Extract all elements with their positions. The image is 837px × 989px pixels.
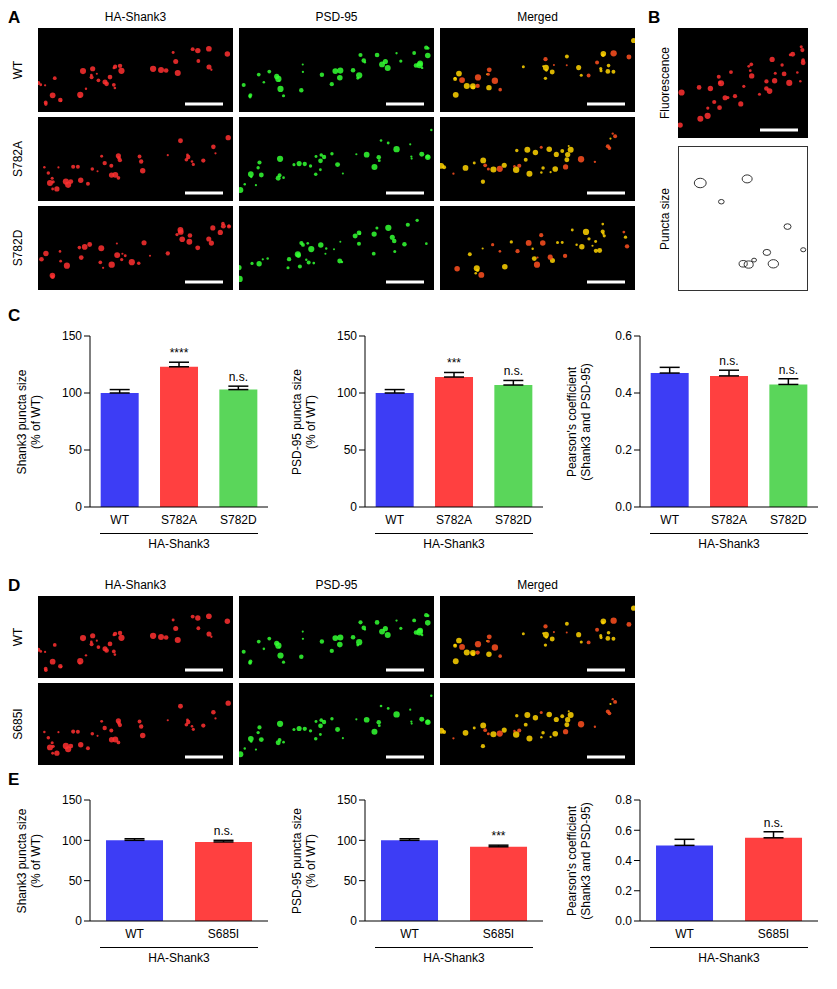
svg-text:WT: WT: [400, 927, 419, 941]
svg-text:100: 100: [62, 834, 82, 848]
html-text:PSD-95: PSD-95: [315, 578, 358, 592]
svg-text:150: 150: [62, 329, 82, 343]
svg-text:50: 50: [69, 874, 83, 888]
html-text:HA-Shank3: HA-Shank3: [148, 537, 210, 551]
html-text:HA-Shank3: HA-Shank3: [104, 578, 167, 592]
svg-text:S782A: S782A: [161, 513, 197, 527]
html-text:S782A: S782A: [11, 141, 25, 177]
svg-text:0: 0: [350, 500, 357, 514]
html-text:C: C: [8, 306, 21, 325]
svg-text:WT: WT: [675, 927, 694, 941]
html-text:Pearson's coefficient: Pearson's coefficient: [565, 805, 579, 916]
html-text:HA-Shank3: HA-Shank3: [104, 10, 167, 24]
svg-text:WT: WT: [385, 513, 404, 527]
svg-text:150: 150: [62, 793, 82, 807]
html-text:PSD-95 puncta size: PSD-95 puncta size: [290, 368, 304, 475]
html-text:(Shank3 and PSD-95): (Shank3 and PSD-95): [579, 801, 593, 920]
svg-text:0.4: 0.4: [615, 386, 632, 400]
svg-text:50: 50: [344, 443, 358, 457]
svg-text:****: ****: [170, 346, 189, 360]
svg-text:0.0: 0.0: [615, 500, 632, 514]
svg-text:0.2: 0.2: [615, 884, 632, 898]
svg-text:0: 0: [350, 914, 357, 928]
html-text:Shank3 puncta size: Shank3 puncta size: [15, 369, 29, 474]
svg-text:S782A: S782A: [436, 513, 472, 527]
svg-text:0.0: 0.0: [615, 914, 632, 928]
svg-text:0.6: 0.6: [615, 329, 632, 343]
svg-text:0.4: 0.4: [615, 854, 632, 868]
html-text:Shank3 puncta size: Shank3 puncta size: [15, 808, 29, 913]
svg-text:0.8: 0.8: [615, 793, 632, 807]
svg-text:n.s.: n.s.: [504, 364, 523, 378]
html-text:HA-Shank3: HA-Shank3: [423, 537, 485, 551]
html-text:HA-Shank3: HA-Shank3: [148, 951, 210, 965]
svg-text:***: ***: [492, 829, 506, 843]
html-text:B: B: [648, 8, 661, 27]
html-text:HA-Shank3: HA-Shank3: [698, 537, 760, 551]
html-text:S782D: S782D: [11, 229, 25, 267]
svg-text:S782A: S782A: [711, 513, 747, 527]
svg-text:0: 0: [75, 914, 82, 928]
svg-text:WT: WT: [125, 927, 144, 941]
html-text:PSD-95 puncta size: PSD-95 puncta size: [290, 807, 304, 914]
svg-text:n.s.: n.s.: [719, 354, 738, 368]
html-text:D: D: [8, 576, 21, 595]
html-text:(% of WT): (% of WT): [304, 394, 318, 449]
svg-text:n.s.: n.s.: [214, 824, 233, 838]
html-text:(% of WT): (% of WT): [29, 394, 43, 449]
html-text:PSD-95: PSD-95: [315, 10, 358, 24]
svg-text:100: 100: [337, 386, 357, 400]
svg-text:S782D: S782D: [220, 513, 257, 527]
svg-text:n.s.: n.s.: [764, 816, 783, 830]
html-text:HA-Shank3: HA-Shank3: [698, 951, 760, 965]
svg-text:***: ***: [447, 356, 461, 370]
svg-text:50: 50: [344, 874, 358, 888]
svg-text:S685I: S685I: [208, 927, 239, 941]
html-text:Merged: Merged: [517, 10, 558, 24]
html-text:(% of WT): (% of WT): [304, 833, 318, 888]
svg-text:50: 50: [69, 443, 83, 457]
html-text:(Shank3 and PSD-95): (Shank3 and PSD-95): [579, 362, 593, 481]
svg-text:150: 150: [337, 329, 357, 343]
svg-text:WT: WT: [660, 513, 679, 527]
svg-text:n.s.: n.s.: [779, 363, 798, 377]
svg-text:0: 0: [75, 500, 82, 514]
html-text:(% of WT): (% of WT): [29, 833, 43, 888]
svg-text:100: 100: [337, 834, 357, 848]
svg-text:0.6: 0.6: [615, 824, 632, 838]
html-text:Pearson's coefficient: Pearson's coefficient: [565, 366, 579, 477]
html-text:E: E: [8, 770, 20, 789]
html-text:S685I: S685I: [11, 708, 25, 740]
html-text:Puncta size: Puncta size: [658, 187, 672, 250]
svg-text:n.s.: n.s.: [229, 370, 248, 384]
svg-text:S685I: S685I: [483, 927, 514, 941]
html-text:Fluorescence: Fluorescence: [658, 47, 672, 119]
svg-text:WT: WT: [110, 513, 129, 527]
svg-text:S782D: S782D: [770, 513, 807, 527]
svg-text:S685I: S685I: [758, 927, 789, 941]
svg-text:S782D: S782D: [495, 513, 532, 527]
svg-text:100: 100: [62, 386, 82, 400]
html-text:Merged: Merged: [517, 578, 558, 592]
svg-text:150: 150: [337, 793, 357, 807]
html-text:HA-Shank3: HA-Shank3: [423, 951, 485, 965]
svg-text:0.2: 0.2: [615, 443, 632, 457]
html-text:A: A: [8, 8, 21, 27]
html-text:WT: WT: [11, 627, 25, 647]
html-text:WT: WT: [11, 60, 25, 80]
